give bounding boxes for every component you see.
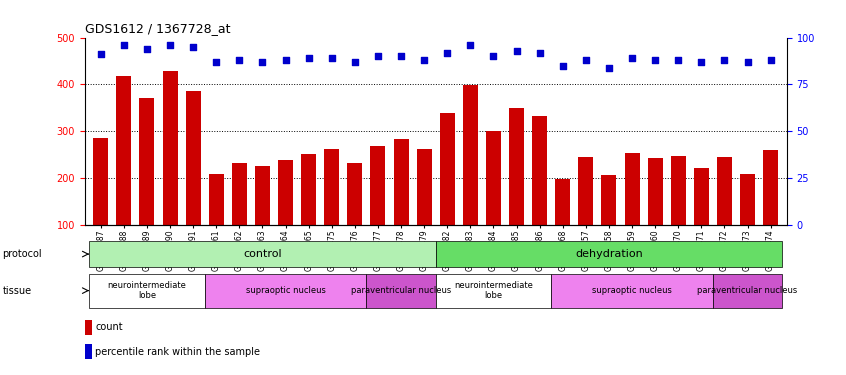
Text: supraoptic nucleus: supraoptic nucleus: [592, 286, 672, 295]
Bar: [416, 148, 431, 272]
Point: [325, 55, 338, 61]
Point: [441, 50, 454, 55]
Point: [117, 42, 130, 48]
Text: count: count: [95, 322, 123, 332]
Bar: [486, 131, 501, 272]
Point: [695, 59, 708, 65]
Bar: [89, 242, 436, 267]
Bar: [740, 174, 755, 272]
Point: [602, 64, 616, 70]
Bar: [85, 344, 91, 359]
Bar: [185, 92, 201, 272]
Point: [210, 59, 223, 65]
Bar: [85, 320, 91, 334]
Point: [533, 50, 547, 55]
Point: [625, 55, 639, 61]
Point: [510, 48, 524, 54]
Text: percentile rank within the sample: percentile rank within the sample: [95, 346, 260, 357]
Point: [186, 44, 200, 50]
Bar: [717, 157, 732, 272]
Bar: [436, 242, 783, 267]
Point: [672, 57, 685, 63]
Bar: [232, 163, 247, 272]
Bar: [348, 163, 362, 272]
Bar: [140, 99, 155, 272]
Text: control: control: [243, 249, 282, 259]
Point: [486, 53, 500, 59]
Point: [764, 57, 777, 63]
Bar: [671, 156, 686, 272]
Bar: [324, 149, 339, 272]
Text: neurointermediate
lobe: neurointermediate lobe: [454, 281, 533, 300]
Bar: [93, 138, 108, 272]
Bar: [440, 113, 455, 272]
Bar: [436, 274, 552, 308]
Bar: [532, 116, 547, 272]
Point: [233, 57, 246, 63]
Text: supraoptic nucleus: supraoptic nucleus: [245, 286, 326, 295]
Point: [279, 57, 293, 63]
Point: [302, 55, 316, 61]
Bar: [555, 178, 570, 272]
Text: neurointermediate
lobe: neurointermediate lobe: [107, 281, 186, 300]
Bar: [694, 168, 709, 272]
Point: [741, 59, 755, 65]
Bar: [371, 146, 386, 272]
Text: dehydration: dehydration: [575, 249, 643, 259]
Point: [255, 59, 269, 65]
Point: [140, 46, 154, 52]
Bar: [301, 154, 316, 272]
Bar: [278, 160, 293, 272]
Bar: [255, 166, 270, 272]
Text: paraventricular nucleus: paraventricular nucleus: [697, 286, 798, 295]
Bar: [763, 150, 778, 272]
Bar: [117, 76, 131, 272]
Bar: [162, 71, 178, 272]
Point: [579, 57, 592, 63]
Bar: [602, 175, 617, 272]
Bar: [713, 274, 783, 308]
Point: [556, 63, 569, 69]
Point: [417, 57, 431, 63]
Text: GDS1612 / 1367728_at: GDS1612 / 1367728_at: [85, 22, 230, 35]
Point: [648, 57, 662, 63]
Bar: [366, 274, 436, 308]
Bar: [89, 274, 205, 308]
Point: [394, 53, 408, 59]
Point: [94, 51, 107, 57]
Bar: [205, 274, 366, 308]
Bar: [393, 139, 409, 272]
Bar: [552, 274, 713, 308]
Bar: [209, 174, 223, 272]
Bar: [463, 86, 478, 272]
Point: [163, 42, 177, 48]
Text: tissue: tissue: [3, 286, 31, 296]
Text: protocol: protocol: [3, 249, 42, 259]
Bar: [509, 108, 524, 272]
Point: [464, 42, 477, 48]
Point: [348, 59, 361, 65]
Bar: [648, 158, 662, 272]
Point: [717, 57, 731, 63]
Bar: [579, 157, 593, 272]
Text: paraventricular nucleus: paraventricular nucleus: [351, 286, 451, 295]
Bar: [624, 153, 640, 272]
Point: [371, 53, 385, 59]
